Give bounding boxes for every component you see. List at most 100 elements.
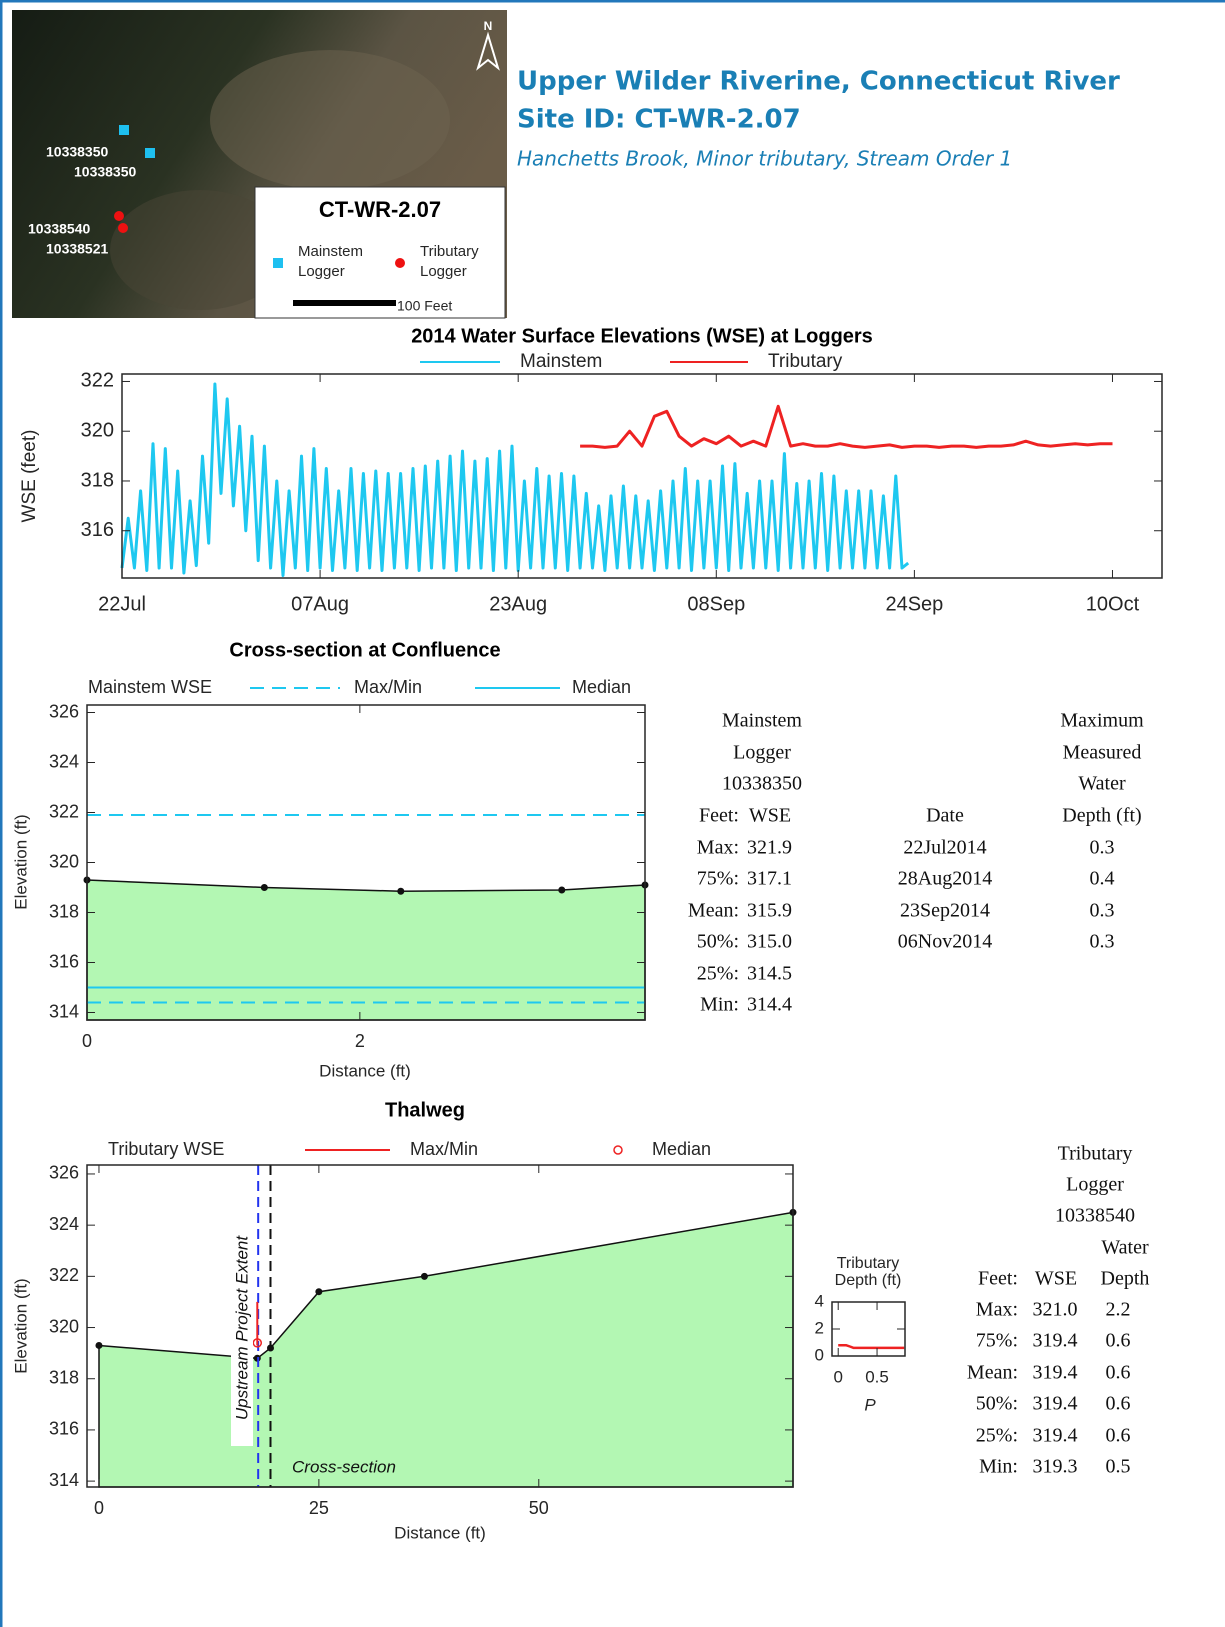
table-header: Feet: [699,805,739,827]
logger-label: 10338540 [28,221,91,237]
y-tick-label: 320 [49,851,79,871]
page-title: Upper Wilder Riverine, Connecticut River [517,67,1120,97]
table-cell: 0.5 [1106,1456,1131,1478]
x-tick-label: 0 [94,1498,104,1518]
table-cell: 25%: [697,963,739,985]
y-tick-label: 316 [81,519,114,541]
table-cell: 317.1 [747,868,792,890]
x-tick-label: 0.5 [865,1367,889,1386]
table-heading: 10338350 [722,773,802,795]
x-tick-label: 08Sep [687,593,745,615]
ground-point [315,1288,322,1295]
table-header: Maximum [1060,710,1144,732]
table-cell: Min: [979,1456,1018,1478]
table-cell: 321.9 [747,837,792,859]
table-cell: 319.4 [1033,1362,1078,1384]
legend-swatch [273,258,283,268]
logger-marker [114,211,124,221]
table-cell: 50%: [697,931,739,953]
table-cell: 319.4 [1033,1425,1078,1447]
table-cell: Min: [700,994,739,1016]
table-cell: 0.6 [1106,1330,1131,1352]
table-cell: 0.6 [1106,1425,1131,1447]
table-cell: 319.4 [1033,1393,1078,1415]
map-legend-title: CT-WR-2.07 [319,197,441,222]
site-id: Site ID: CT-WR-2.07 [517,105,801,135]
table-cell: Mean: [688,900,739,922]
y-tick-label: 322 [49,801,79,821]
x-tick-label: 24Sep [885,593,943,615]
y-tick-label: 320 [81,420,114,442]
x-tick-label: 2 [355,1031,365,1051]
legend-swatch [614,1146,622,1154]
table-header: Measured [1063,742,1142,764]
legend-label: Logger [298,263,345,280]
legend-label: Mainstem [520,351,602,372]
ground-point [95,1342,102,1349]
reference-label: Cross-section [292,1457,396,1476]
y-tick-label: 324 [49,1214,79,1234]
plot-background [122,374,1162,578]
x-tick-label: 23Aug [489,593,547,615]
table-cell: 319.4 [1033,1330,1078,1352]
chart-title: Cross-section at Confluence [229,639,500,661]
legend-label: Tributary [768,351,843,372]
subtitle: Hanchetts Brook, Minor tributary, Stream… [517,147,1012,171]
table-cell: 28Aug2014 [898,868,992,890]
axis-label: P [864,1395,876,1414]
x-tick-label: 07Aug [291,593,349,615]
table-header: Water [1078,773,1126,795]
y-tick-label: 318 [81,469,114,491]
table-cell: 314.5 [747,963,792,985]
table-cell: 0.3 [1090,837,1115,859]
table-header: Depth [1101,1268,1150,1290]
table-cell: 2.2 [1106,1299,1131,1321]
chart-title: Depth (ft) [835,1272,902,1289]
table-cell: 75%: [697,868,739,890]
table-cell: 0.3 [1090,900,1115,922]
table-cell: 25%: [976,1425,1018,1447]
table-header: Date [926,805,964,827]
axis-label: Elevation (ft) [11,814,30,909]
logger-marker [145,148,155,158]
axis-label: Elevation (ft) [11,1278,30,1373]
table-cell: 75%: [976,1330,1018,1352]
logger-label: 10338350 [46,144,109,160]
logger-marker [118,223,128,233]
y-tick-label: 314 [49,1470,79,1490]
table-heading: Mainstem [722,710,802,732]
x-tick-label: 50 [529,1498,549,1518]
table-cell: 314.4 [747,994,792,1016]
table-cell: 0.6 [1106,1362,1131,1384]
y-tick-label: 318 [49,901,79,921]
table-cell: 315.9 [747,900,792,922]
table-cell: 321.0 [1033,1299,1078,1321]
legend-label: Median [652,1139,711,1159]
table-cell: 22Jul2014 [903,837,986,859]
y-tick-label: 324 [49,751,79,771]
legend-title: Mainstem WSE [88,677,212,697]
y-tick-label: 320 [49,1316,79,1336]
x-tick-label: 0 [833,1367,842,1386]
ground-point [421,1273,428,1280]
legend-label: Median [572,677,631,697]
page: 10338350 10338350 10338540 10338521 N CT… [0,0,1225,1627]
table-cell: 319.3 [1033,1456,1078,1478]
legend-title: Tributary WSE [108,1139,224,1159]
scale-label: 100 Feet [397,298,452,314]
table-header: Depth (ft) [1062,805,1141,827]
table-cell: 0.3 [1090,931,1115,953]
y-tick-label: 314 [49,1001,79,1021]
logger-label: 10338350 [74,164,137,180]
chart-title: Thalweg [385,1099,465,1121]
reference-label: Upstream Project Extent [232,1235,251,1421]
ground-area [87,880,645,1020]
x-tick-label: 22Jul [98,593,146,615]
axis-label: WSE (feet) [19,430,40,523]
y-tick-label: 0 [815,1345,824,1364]
legend-label: Max/Min [410,1139,478,1159]
y-tick-label: 326 [49,1163,79,1183]
logger-label: 10338521 [46,241,109,257]
ground-point [261,884,268,891]
y-tick-label: 322 [81,370,114,392]
